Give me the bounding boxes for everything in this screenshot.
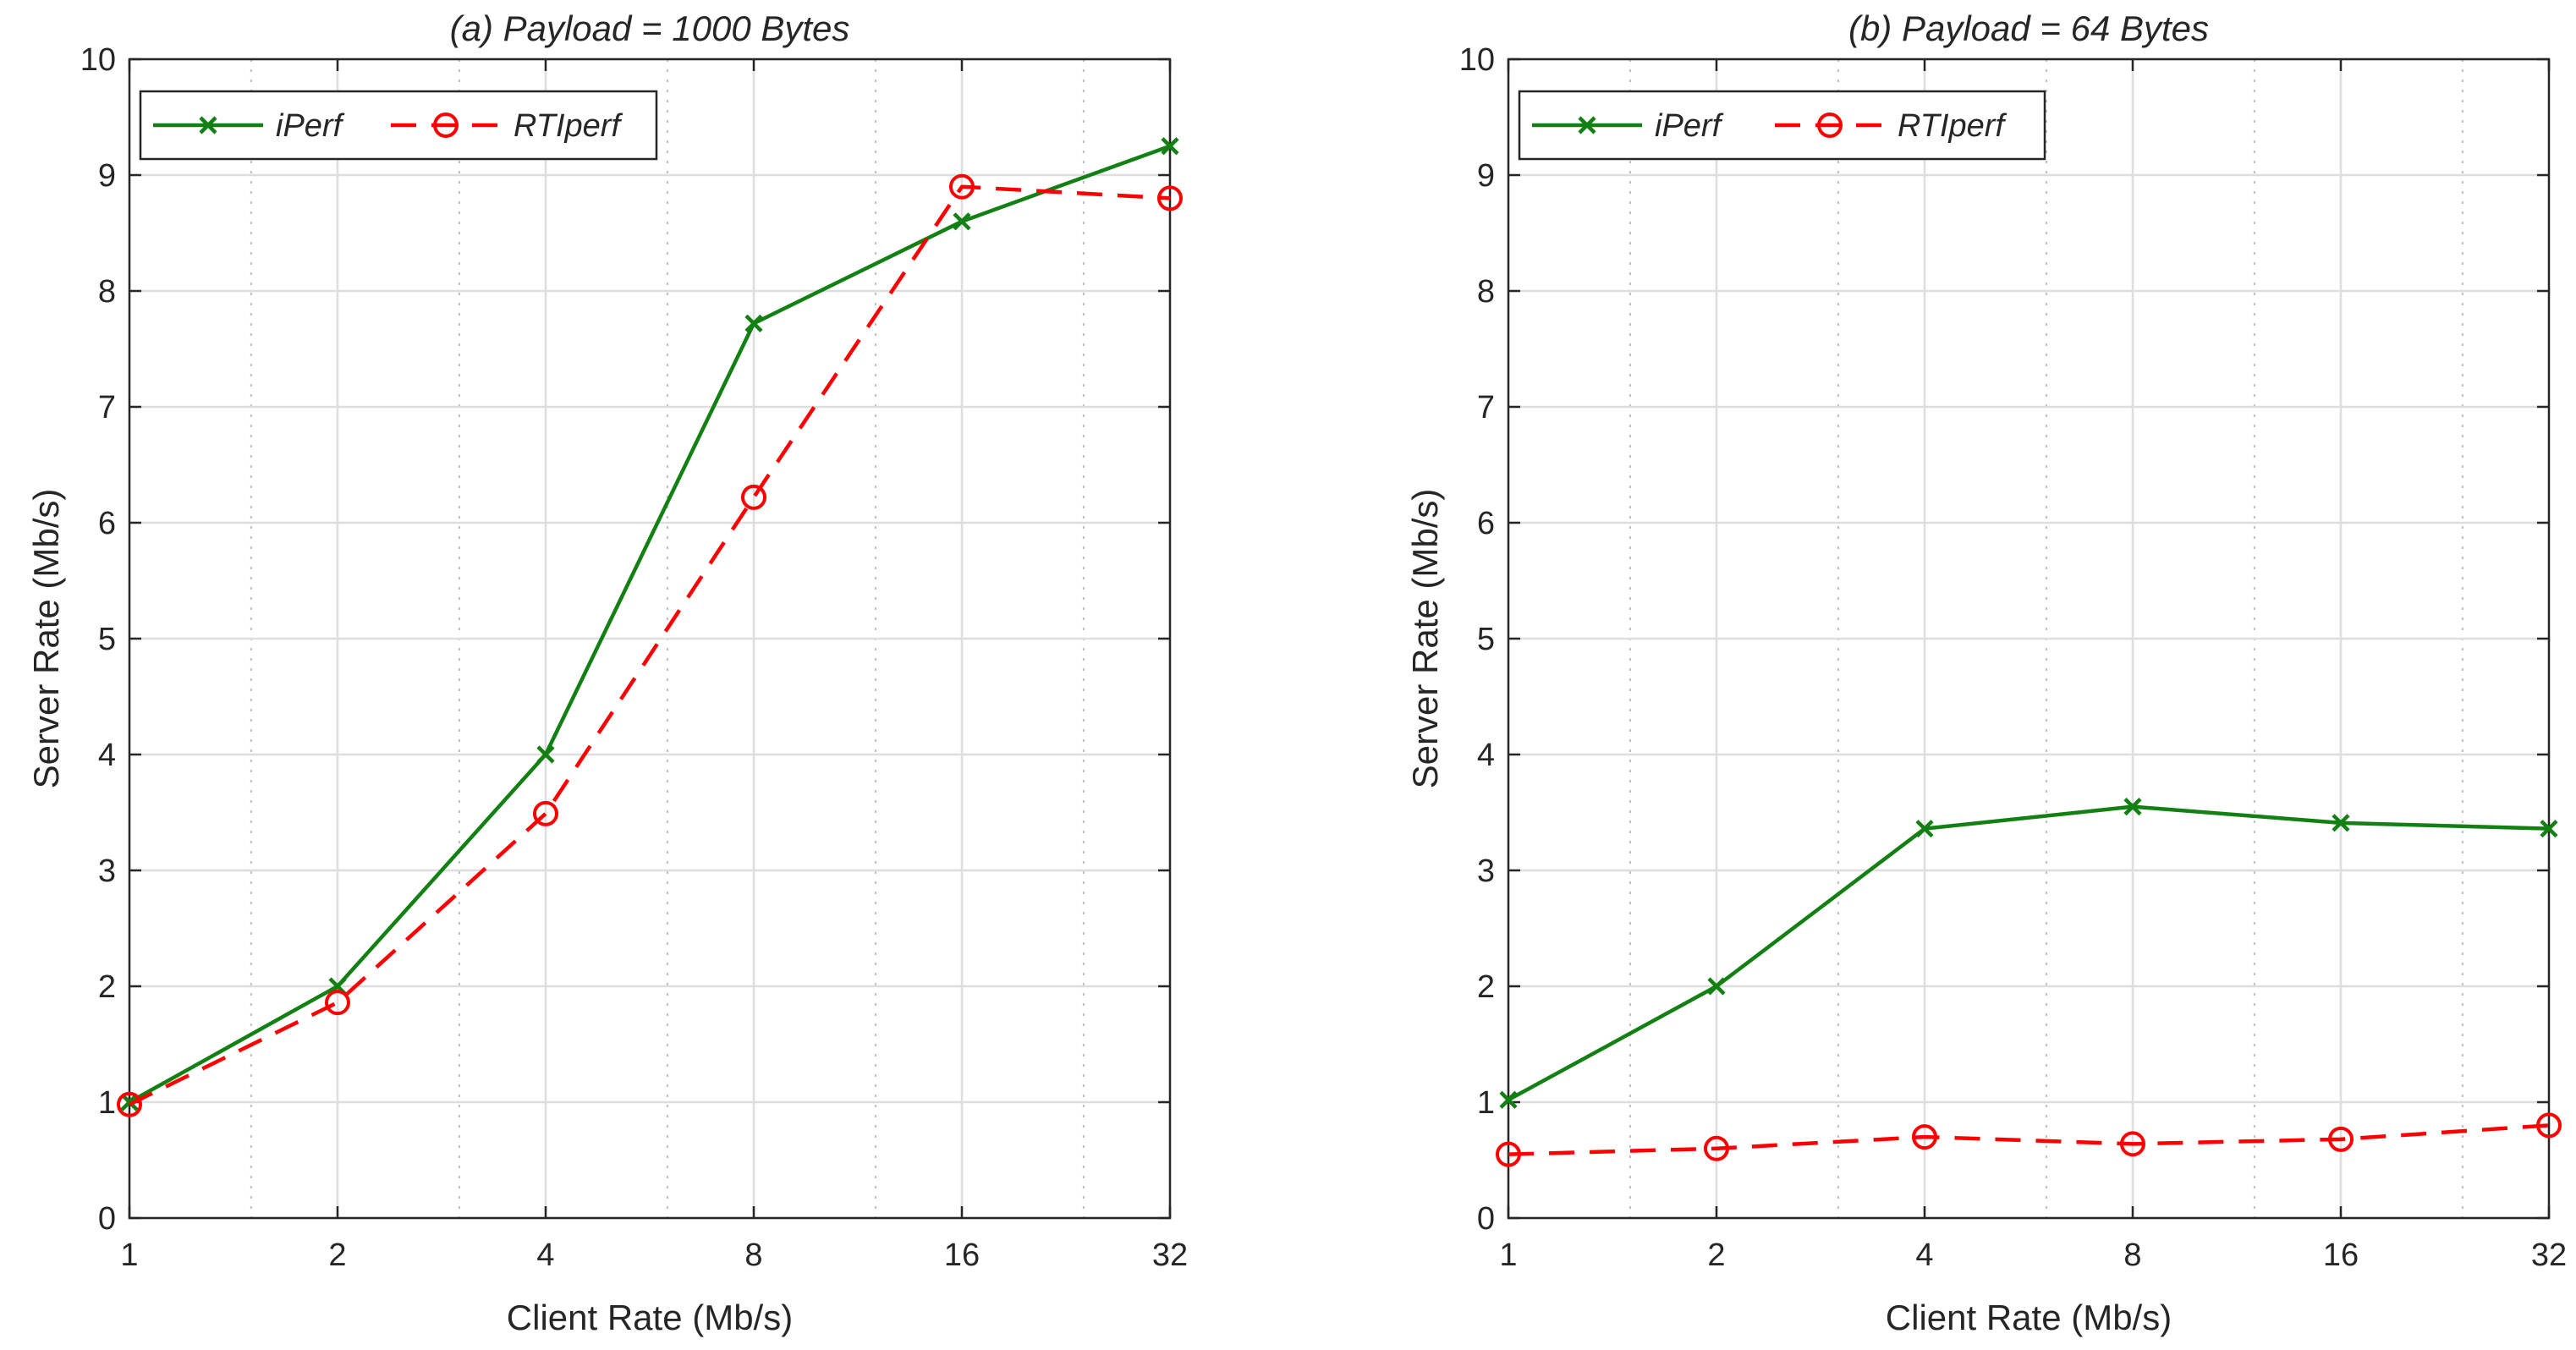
x-tick-label: 32 bbox=[2531, 1238, 2567, 1273]
data-point-iperf bbox=[2332, 814, 2350, 832]
data-point-iperf bbox=[744, 314, 763, 332]
data-point-iperf bbox=[2123, 798, 2142, 816]
data-point-iperf bbox=[1915, 820, 1934, 838]
x-tick-label: 2 bbox=[1707, 1238, 1725, 1273]
data-point-iperf bbox=[1707, 977, 1726, 996]
y-tick-label: 6 bbox=[98, 506, 116, 541]
y-tick-label: 9 bbox=[1477, 158, 1495, 194]
data-point-iperf bbox=[1499, 1090, 1518, 1109]
series-rtiperf bbox=[117, 173, 1183, 1117]
series-line-iperf bbox=[128, 144, 1171, 1104]
y-tick-label: 5 bbox=[1477, 622, 1495, 657]
data-point-iperf bbox=[536, 745, 555, 764]
y-axis-label: Server Rate (Mb/s) bbox=[26, 489, 66, 789]
x-axis-label: Client Rate (Mb/s) bbox=[1886, 1298, 2172, 1337]
legend-item-iperf: iPerf bbox=[153, 108, 345, 144]
legend: iPerf RTIperf bbox=[139, 90, 658, 161]
data-point-rtiperf bbox=[1704, 1135, 1729, 1161]
circle-mark-icon bbox=[1817, 112, 1843, 138]
x-tick-label: 8 bbox=[2123, 1238, 2141, 1273]
y-tick-label: 5 bbox=[98, 622, 116, 657]
series-line-iperf bbox=[1507, 804, 2550, 1102]
x-tick-label: 16 bbox=[2323, 1238, 2359, 1273]
data-point-rtiperf bbox=[1912, 1124, 1937, 1150]
x-mark-icon bbox=[1578, 116, 1596, 134]
legend-label: iPerf bbox=[1655, 108, 1724, 144]
y-tick-label: 10 bbox=[80, 42, 116, 78]
data-point-rtiperf bbox=[1496, 1141, 1521, 1167]
legend-label: iPerf bbox=[276, 108, 345, 144]
y-tick-label: 8 bbox=[1477, 274, 1495, 310]
data-point-iperf bbox=[120, 1093, 139, 1111]
data-point-rtiperf bbox=[949, 173, 975, 200]
x-axis-label: Client Rate (Mb/s) bbox=[507, 1298, 793, 1337]
series-rtiperf bbox=[1496, 1112, 2562, 1167]
legend-item-rtiperf: RTIperf bbox=[1775, 108, 2007, 144]
y-tick-label: 0 bbox=[1477, 1201, 1495, 1237]
legend-label: RTIperf bbox=[514, 108, 623, 144]
data-point-rtiperf bbox=[2120, 1131, 2145, 1157]
y-tick-label: 1 bbox=[98, 1085, 116, 1121]
legend: iPerf RTIperf bbox=[1518, 90, 2046, 161]
y-tick-label: 10 bbox=[1459, 42, 1495, 78]
data-point-rtiperf bbox=[117, 1091, 142, 1117]
legend-item-rtiperf: RTIperf bbox=[391, 108, 623, 144]
y-tick-label: 8 bbox=[98, 274, 116, 310]
legend-label: RTIperf bbox=[1898, 108, 2007, 144]
y-tick-label: 2 bbox=[98, 969, 116, 1005]
y-tick-label: 0 bbox=[98, 1201, 116, 1237]
data-point-iperf bbox=[1161, 137, 1179, 156]
x-tick-label: 2 bbox=[328, 1238, 346, 1273]
series-line-rtiperf bbox=[1508, 1123, 2550, 1156]
y-tick-label: 2 bbox=[1477, 969, 1495, 1005]
data-point-rtiperf bbox=[1157, 185, 1183, 211]
chart-title: (a) Payload = 1000 Bytes bbox=[450, 8, 850, 48]
y-tick-label: 3 bbox=[98, 853, 116, 889]
data-point-rtiperf bbox=[2328, 1126, 2354, 1152]
x-tick-label: 1 bbox=[120, 1238, 138, 1273]
data-point-rtiperf bbox=[2536, 1112, 2562, 1139]
series-line-rtiperf bbox=[129, 184, 1171, 1106]
data-point-rtiperf bbox=[533, 800, 558, 826]
y-tick-label: 7 bbox=[98, 390, 116, 425]
x-tick-label: 1 bbox=[1499, 1238, 1517, 1273]
data-point-iperf bbox=[2540, 820, 2558, 838]
series-iperf bbox=[120, 137, 1179, 1111]
x-mark-icon bbox=[199, 116, 217, 134]
series-iperf bbox=[1499, 798, 2558, 1109]
circle-mark-icon bbox=[433, 112, 459, 138]
y-tick-label: 7 bbox=[1477, 390, 1495, 425]
y-tick-label: 1 bbox=[1477, 1085, 1495, 1121]
y-tick-label: 9 bbox=[98, 158, 116, 194]
y-axis-label: Server Rate (Mb/s) bbox=[1405, 489, 1445, 789]
x-tick-label: 4 bbox=[1915, 1238, 1933, 1273]
data-point-rtiperf bbox=[741, 484, 766, 510]
x-tick-label: 4 bbox=[536, 1238, 554, 1273]
x-tick-label: 8 bbox=[744, 1238, 762, 1273]
y-tick-label: 6 bbox=[1477, 506, 1495, 541]
data-point-iperf bbox=[953, 212, 971, 231]
x-tick-label: 16 bbox=[944, 1238, 980, 1273]
y-tick-label: 3 bbox=[1477, 853, 1495, 889]
legend-item-iperf: iPerf bbox=[1532, 108, 1724, 144]
y-tick-label: 4 bbox=[98, 738, 116, 773]
data-point-rtiperf bbox=[325, 990, 350, 1016]
x-tick-label: 32 bbox=[1152, 1238, 1188, 1273]
chart-title: (b) Payload = 64 Bytes bbox=[1848, 8, 2209, 48]
y-tick-label: 4 bbox=[1477, 738, 1495, 773]
